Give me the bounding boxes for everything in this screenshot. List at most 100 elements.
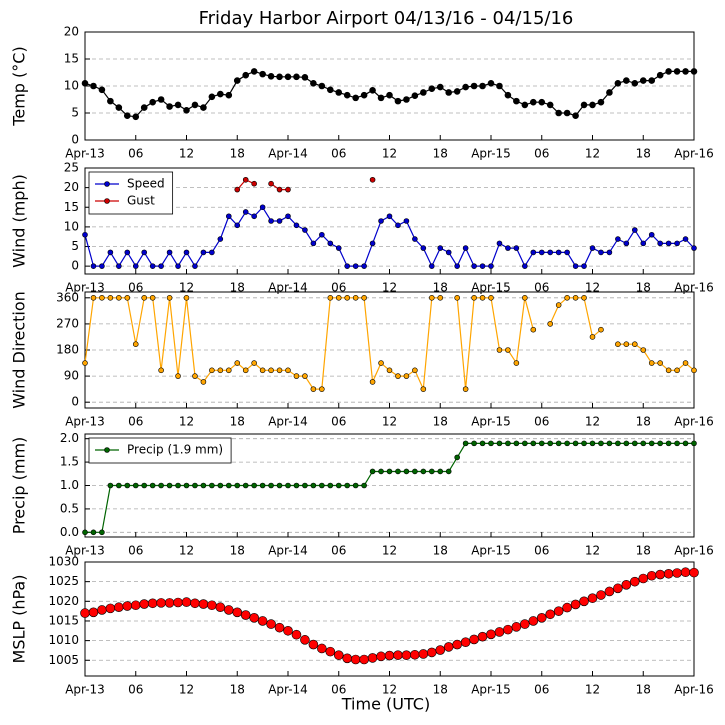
data-point — [183, 294, 190, 301]
data-point — [691, 440, 697, 447]
y-tick-label: 270 — [56, 316, 79, 330]
x-tick-label: Apr-14 — [268, 415, 308, 429]
data-point — [581, 440, 587, 447]
x-tick-label: 12 — [585, 281, 600, 295]
data-point — [454, 294, 460, 301]
x-tick-label: Apr-16 — [674, 147, 714, 161]
data-point — [412, 367, 418, 374]
data-point — [116, 263, 122, 269]
data-point — [454, 263, 460, 269]
data-point — [310, 482, 317, 489]
plot-frame — [84, 167, 695, 275]
data-point — [283, 625, 293, 636]
data-point — [494, 627, 505, 637]
data-point — [682, 360, 689, 366]
data-point — [570, 599, 581, 610]
data-point — [580, 101, 588, 109]
x-tick-label: 06 — [331, 281, 346, 295]
data-point — [665, 68, 672, 75]
data-point — [589, 440, 596, 447]
data-point — [319, 231, 325, 238]
x-tick-label: 06 — [128, 544, 143, 558]
data-point — [631, 440, 638, 447]
data-point — [555, 249, 562, 256]
data-point — [116, 294, 122, 301]
data-point — [428, 85, 436, 92]
data-point — [192, 373, 198, 379]
x-tick-label: Apr-15 — [471, 281, 511, 295]
data-point — [656, 71, 664, 79]
data-point — [598, 326, 604, 333]
data-point — [344, 263, 351, 269]
data-point — [395, 468, 401, 475]
data-point — [522, 263, 528, 269]
data-point — [640, 347, 647, 353]
data-point — [589, 245, 596, 251]
legend-label: Speed — [127, 177, 165, 191]
data-point — [505, 245, 511, 251]
x-tick-label: 06 — [331, 544, 346, 558]
data-point — [192, 263, 198, 269]
data-point — [88, 607, 99, 618]
data-point — [251, 360, 257, 366]
data-point — [410, 649, 420, 660]
data-point — [266, 619, 276, 629]
data-point — [158, 367, 164, 374]
data-point — [293, 373, 300, 379]
x-tick-label: 18 — [230, 544, 245, 558]
data-point — [598, 249, 604, 256]
data-point — [587, 593, 598, 603]
data-point — [149, 263, 156, 269]
data-point — [648, 440, 655, 447]
data-point — [147, 598, 158, 609]
y-tick-label: 15 — [64, 52, 79, 66]
data-point — [403, 96, 410, 103]
data-point — [207, 600, 217, 611]
data-point — [166, 249, 173, 256]
data-point — [477, 631, 488, 642]
data-point — [437, 294, 444, 301]
data-point — [352, 294, 359, 301]
data-point — [234, 360, 241, 366]
data-point — [132, 263, 139, 269]
y-tick-label: 1020 — [48, 594, 79, 608]
data-point — [141, 294, 148, 301]
data-point — [166, 482, 173, 489]
x-tick-label: 06 — [331, 415, 346, 429]
data-point — [268, 482, 274, 489]
data-point — [268, 367, 274, 374]
x-tick-label: 12 — [179, 147, 194, 161]
data-point — [386, 213, 393, 220]
data-point — [285, 213, 291, 220]
data-point — [479, 263, 486, 269]
data-point — [471, 440, 477, 447]
data-point — [200, 379, 207, 385]
data-point — [487, 80, 495, 87]
data-point — [132, 113, 140, 121]
x-tick-label: 06 — [331, 147, 346, 161]
data-point — [259, 367, 266, 374]
data-point — [445, 468, 452, 475]
data-point — [479, 440, 486, 447]
data-point — [393, 650, 403, 660]
data-point — [657, 440, 663, 447]
data-point — [198, 599, 209, 609]
data-point — [90, 263, 97, 269]
data-point — [638, 573, 649, 584]
x-tick-label: 18 — [433, 683, 448, 697]
data-point — [538, 98, 546, 106]
data-point — [369, 240, 376, 247]
plot-frame — [84, 291, 695, 409]
data-point — [555, 440, 562, 447]
x-axis-label: Time (UTC) — [341, 695, 430, 714]
data-point — [240, 610, 251, 620]
data-point — [259, 204, 266, 211]
data-point — [209, 482, 215, 489]
data-point — [412, 236, 418, 242]
data-point — [522, 294, 528, 301]
data-point — [335, 245, 342, 251]
data-point — [657, 240, 663, 247]
data-point — [538, 440, 545, 447]
data-point — [665, 367, 672, 374]
data-point — [454, 454, 460, 461]
